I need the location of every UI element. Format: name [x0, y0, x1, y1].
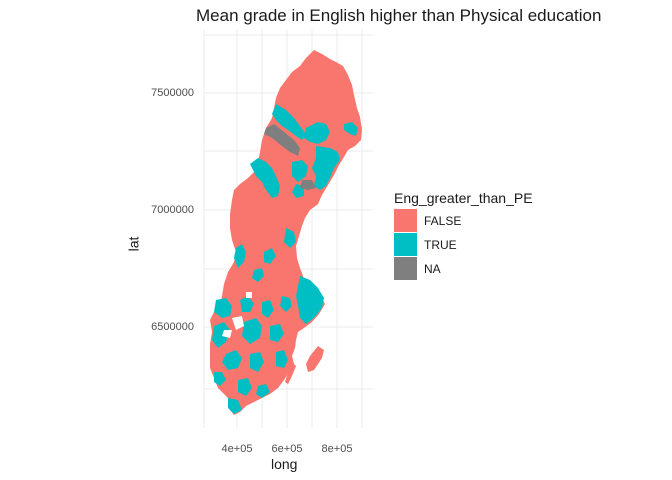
x-tick-label: 6e+05	[271, 443, 303, 455]
y-tick-label: 7000000	[151, 204, 194, 216]
legend-label: NA	[424, 262, 441, 276]
legend-label: TRUE	[424, 238, 457, 252]
chart-title: Mean grade in English higher than Physic…	[196, 6, 602, 25]
legend-title: Eng_greater_than_PE	[394, 190, 533, 206]
x-axis-title: long	[271, 456, 298, 472]
region-gotland	[306, 346, 324, 372]
x-tick-label: 8e+05	[321, 443, 353, 455]
legend-swatch	[394, 233, 417, 256]
legend-swatch	[394, 209, 417, 232]
lakes	[222, 292, 252, 338]
x-tick-label: 4e+05	[221, 443, 253, 455]
y-axis-title: lat	[125, 236, 142, 252]
region-oland	[285, 362, 296, 384]
legend-swatch	[394, 257, 417, 280]
regions-na	[264, 124, 316, 190]
y-tick-label: 6500000	[151, 321, 194, 333]
y-tick-label: 7500000	[151, 87, 194, 99]
regions-true	[212, 104, 358, 414]
legend-label: FALSE	[424, 214, 462, 228]
